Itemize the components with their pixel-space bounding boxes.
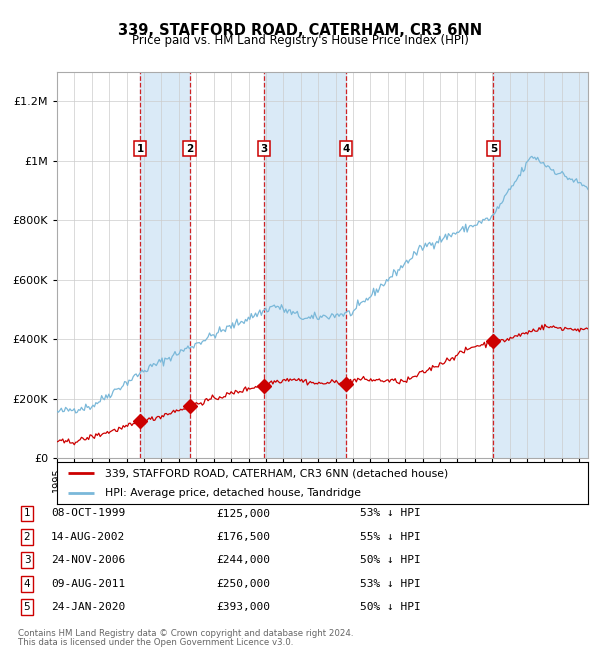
Text: 1: 1 <box>136 144 143 154</box>
Text: 50% ↓ HPI: 50% ↓ HPI <box>360 555 421 566</box>
Text: 24-JAN-2020: 24-JAN-2020 <box>51 602 125 612</box>
Text: 08-OCT-1999: 08-OCT-1999 <box>51 508 125 519</box>
Text: 339, STAFFORD ROAD, CATERHAM, CR3 6NN (detached house): 339, STAFFORD ROAD, CATERHAM, CR3 6NN (d… <box>105 469 448 478</box>
Text: 4: 4 <box>23 578 31 589</box>
Bar <box>140 72 190 458</box>
Text: 339, STAFFORD ROAD, CATERHAM, CR3 6NN: 339, STAFFORD ROAD, CATERHAM, CR3 6NN <box>118 23 482 38</box>
Text: £125,000: £125,000 <box>216 508 270 519</box>
Bar <box>264 72 346 458</box>
Text: 09-AUG-2011: 09-AUG-2011 <box>51 578 125 589</box>
Text: 4: 4 <box>343 144 350 154</box>
Text: Price paid vs. HM Land Registry's House Price Index (HPI): Price paid vs. HM Land Registry's House … <box>131 34 469 47</box>
Text: 24-NOV-2006: 24-NOV-2006 <box>51 555 125 566</box>
Text: 14-AUG-2002: 14-AUG-2002 <box>51 532 125 542</box>
Text: £176,500: £176,500 <box>216 532 270 542</box>
Text: 1: 1 <box>23 508 31 519</box>
Text: £250,000: £250,000 <box>216 578 270 589</box>
Text: This data is licensed under the Open Government Licence v3.0.: This data is licensed under the Open Gov… <box>18 638 293 647</box>
Text: 2: 2 <box>186 144 193 154</box>
Text: 55% ↓ HPI: 55% ↓ HPI <box>360 532 421 542</box>
Text: 2: 2 <box>23 532 31 542</box>
Text: £244,000: £244,000 <box>216 555 270 566</box>
Text: 3: 3 <box>260 144 268 154</box>
Text: 53% ↓ HPI: 53% ↓ HPI <box>360 508 421 519</box>
Bar <box>493 72 588 458</box>
Text: 53% ↓ HPI: 53% ↓ HPI <box>360 578 421 589</box>
Text: 5: 5 <box>23 602 31 612</box>
Text: 3: 3 <box>23 555 31 566</box>
Text: 50% ↓ HPI: 50% ↓ HPI <box>360 602 421 612</box>
Text: 5: 5 <box>490 144 497 154</box>
Text: HPI: Average price, detached house, Tandridge: HPI: Average price, detached house, Tand… <box>105 488 361 498</box>
Text: £393,000: £393,000 <box>216 602 270 612</box>
Text: Contains HM Land Registry data © Crown copyright and database right 2024.: Contains HM Land Registry data © Crown c… <box>18 629 353 638</box>
